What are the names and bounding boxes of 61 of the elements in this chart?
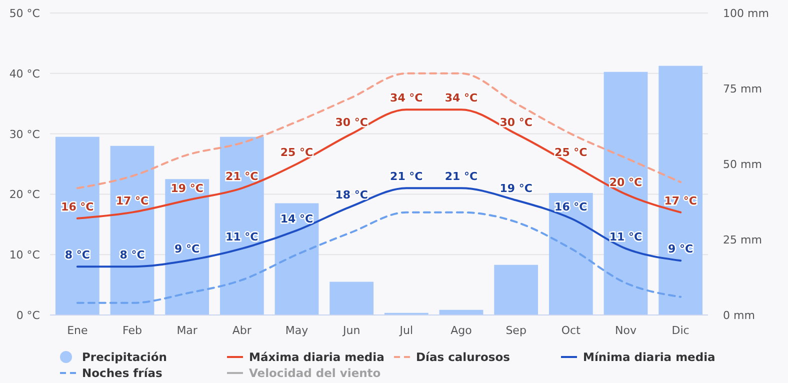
y-tick-label: 30 °C	[9, 128, 40, 141]
data-label: 30 °C	[500, 116, 532, 129]
data-label: 11 °C	[226, 230, 258, 244]
data-label: 30 °C	[335, 116, 368, 129]
line-series	[76, 211, 682, 304]
y2-tick-label: 25 mm	[723, 234, 762, 246]
y-tick-label: 0 °C	[16, 309, 40, 322]
x-tick-label: Nov	[615, 324, 637, 337]
data-label: 21 °C	[390, 170, 423, 184]
bar	[55, 136, 100, 315]
y2-tick-label: 50 mm	[723, 158, 762, 171]
x-tick-label: May	[285, 324, 309, 337]
bar	[494, 264, 538, 315]
data-label: 11 °C	[609, 230, 642, 244]
data-label: 16 °C	[61, 200, 94, 214]
bar	[330, 282, 374, 315]
x-tick-label: Jun	[342, 324, 360, 337]
data-label: 20 °C	[609, 176, 642, 190]
data-label: 19 °C	[170, 182, 204, 196]
x-tick-label: Abr	[232, 324, 252, 337]
data-label: 16 °C	[554, 200, 588, 214]
legend-label: Mínima diaria media	[583, 350, 716, 364]
bar	[274, 203, 319, 315]
x-tick-label: Oct	[561, 324, 582, 337]
data-label: 8 °C	[120, 248, 145, 262]
legend-label: Días calurosos	[416, 350, 510, 364]
x-tick-label: Jul	[398, 324, 414, 337]
x-tick-label: Dic	[672, 324, 690, 337]
y-tick-label: 10 °C	[9, 248, 40, 262]
y2-tick-label: 75 mm	[723, 82, 762, 96]
legend-label: Noches frías	[82, 366, 163, 380]
data-label: 17 °C	[116, 194, 149, 208]
bar	[604, 72, 648, 315]
legend-label: Velocidad del viento	[249, 366, 381, 380]
data-label: 34 °C	[444, 92, 478, 105]
legend-label: Máxima diaria media	[249, 350, 384, 364]
bar	[548, 192, 593, 315]
legend-label: Precipitación	[82, 350, 167, 364]
x-tick-label: Mar	[176, 324, 198, 337]
data-label: 8 °C	[64, 248, 90, 262]
data-label: 17 °C	[664, 194, 697, 208]
x-tick-label: Feb	[122, 324, 142, 337]
data-label: 18 °C	[335, 188, 368, 202]
y-tick-label: 50 °C	[9, 7, 40, 20]
data-label: 9 °C	[668, 242, 694, 256]
x-tick-label: Sep	[506, 324, 526, 337]
data-label: 14 °C	[280, 212, 314, 226]
data-label: 34 °C	[390, 92, 423, 105]
data-label: 25 °C	[554, 146, 588, 159]
data-label: 21 °C	[444, 170, 478, 184]
data-label: 25 °C	[280, 146, 314, 159]
x-tick-label: Ene	[67, 324, 88, 337]
y-tick-label: 20 °C	[9, 188, 40, 202]
data-label: 19 °C	[500, 182, 532, 196]
bar	[658, 66, 703, 315]
data-label: 9 °C	[174, 242, 200, 256]
x-tick-label: Ago	[450, 324, 472, 337]
y2-tick-label: 0 mm	[723, 309, 755, 322]
y2-tick-label: 100 mm	[723, 7, 769, 20]
y-tick-label: 40 °C	[9, 67, 40, 80]
data-label: 21 °C	[226, 170, 258, 184]
